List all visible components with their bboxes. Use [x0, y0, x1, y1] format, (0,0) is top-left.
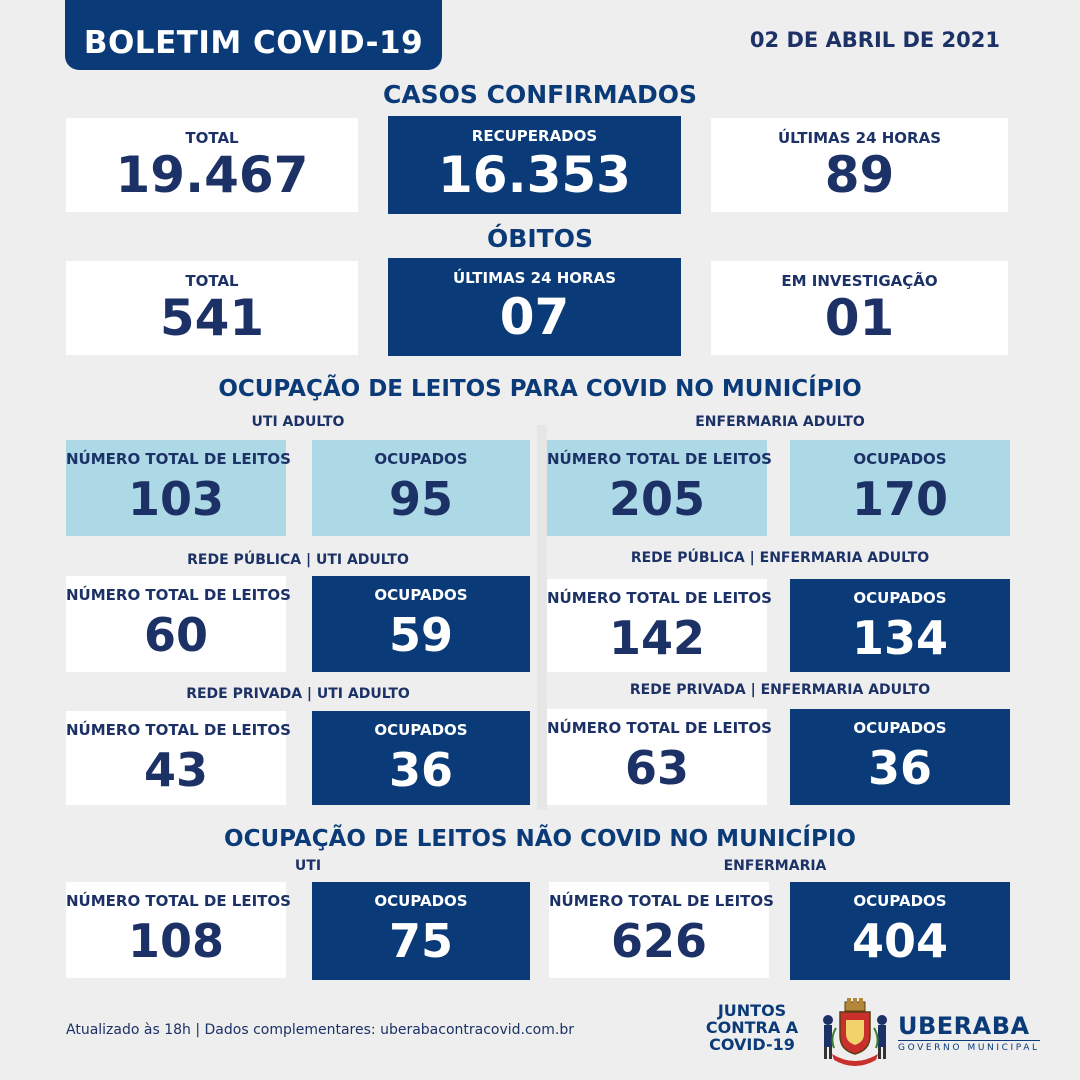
obitos-total-card: TOTAL 541 [66, 261, 358, 355]
campaign-line: COVID-19 [709, 1035, 795, 1054]
card-label: OCUPADOS [853, 589, 947, 607]
pub-uti-total-card: NÚMERO TOTAL DE LEITOS 60 [66, 576, 291, 672]
casos-heading: CASOS CONFIRMADOS [382, 80, 698, 109]
priv-enf-label: REDE PRIVADA | ENFERMARIA ADULTO [629, 682, 931, 698]
card-value: 134 [851, 611, 949, 665]
card-label: NÚMERO TOTAL DE LEITOS [547, 719, 772, 737]
obitos-investigacao-label: EM INVESTIGAÇÃO [781, 272, 938, 290]
card-value: 103 [127, 472, 225, 526]
covid-beds-heading: OCUPAÇÃO DE LEITOS PARA COVID NO MUNICÍP… [218, 376, 862, 402]
card-label: NÚMERO TOTAL DE LEITOS [66, 721, 291, 739]
footer-note: Atualizado às 18h | Dados complementares… [66, 1022, 574, 1038]
uti-total-card: NÚMERO TOTAL DE LEITOS 103 [66, 440, 291, 536]
casos-total-card: TOTAL 19.467 [66, 118, 358, 212]
card-value: 170 [851, 472, 949, 526]
card-label: OCUPADOS [853, 892, 947, 910]
pub-uti-label: REDE PÚBLICA | UTI ADULTO [187, 552, 409, 568]
coat-of-arms-icon [823, 998, 887, 1066]
casos-total-value: 19.467 [115, 146, 309, 204]
uti-adulto-label: UTI ADULTO [251, 414, 345, 430]
priv-uti-total-card: NÚMERO TOTAL DE LEITOS 43 [66, 711, 291, 805]
card-label: NÚMERO TOTAL DE LEITOS [547, 589, 772, 607]
naocovid-heading: OCUPAÇÃO DE LEITOS NÃO COVID NO MUNICÍPI… [224, 826, 856, 852]
obitos-24h-label: ÚLTIMAS 24 HORAS [453, 269, 616, 287]
city-logo-subtitle: GOVERNO MUNICIPAL [898, 1040, 1040, 1053]
pub-enf-label: REDE PÚBLICA | ENFERMARIA ADULTO [630, 550, 930, 566]
card-value: 75 [388, 914, 453, 968]
obitos-investigacao-card: EM INVESTIGAÇÃO 01 [711, 261, 1008, 355]
card-value: 95 [388, 472, 453, 526]
card-label: OCUPADOS [853, 450, 947, 468]
card-label: OCUPADOS [374, 586, 468, 604]
naocovid-enf-ocupados-card: OCUPADOS 404 [790, 882, 1010, 980]
city-logo-text: UBERABA [898, 1012, 1030, 1040]
obitos-heading: ÓBITOS [487, 224, 593, 253]
card-label: NÚMERO TOTAL DE LEITOS [547, 450, 772, 468]
campaign-line: JUNTOS [717, 1001, 787, 1020]
bulletin-date: 02 DE ABRIL DE 2021 [749, 28, 1000, 52]
obitos-total-label: TOTAL [185, 272, 239, 290]
priv-enf-total-card: NÚMERO TOTAL DE LEITOS 63 [547, 709, 772, 805]
priv-uti-label: REDE PRIVADA | UTI ADULTO [186, 686, 410, 702]
naocovid-uti-label: UTI [294, 858, 322, 874]
card-value: 36 [388, 743, 453, 797]
campaign-line: CONTRA A [705, 1018, 799, 1037]
obitos-24h-card: ÚLTIMAS 24 HORAS 07 [388, 258, 681, 356]
card-label: OCUPADOS [374, 721, 468, 739]
card-label: OCUPADOS [374, 892, 468, 910]
card-value: 63 [624, 741, 689, 795]
casos-24h-value: 89 [824, 146, 895, 204]
card-value: 142 [608, 611, 706, 665]
naocovid-enf-label: ENFERMARIA [723, 858, 827, 874]
card-value: 626 [610, 914, 708, 968]
casos-recuperados-card: RECUPERADOS 16.353 [388, 116, 681, 214]
enf-total-card: NÚMERO TOTAL DE LEITOS 205 [547, 440, 772, 536]
priv-enf-ocupados-card: OCUPADOS 36 [790, 709, 1010, 805]
obitos-total-value: 541 [159, 289, 265, 347]
casos-total-label: TOTAL [185, 129, 239, 147]
card-value: 60 [143, 608, 208, 662]
card-value: 43 [143, 743, 208, 797]
card-value: 36 [867, 741, 932, 795]
obitos-investigacao-value: 01 [824, 289, 895, 347]
naocovid-uti-total-card: NÚMERO TOTAL DE LEITOS 108 [66, 882, 291, 978]
card-value: 59 [388, 608, 453, 662]
card-value: 205 [608, 472, 706, 526]
column-divider [537, 425, 547, 810]
casos-recuperados-value: 16.353 [438, 146, 631, 204]
uti-ocupados-card: OCUPADOS 95 [312, 440, 530, 536]
naocovid-uti-ocupados-card: OCUPADOS 75 [312, 882, 530, 980]
card-label: NÚMERO TOTAL DE LEITOS [549, 892, 774, 910]
page-title: BOLETIM COVID-19 [83, 25, 424, 61]
pub-enf-total-card: NÚMERO TOTAL DE LEITOS 142 [547, 579, 772, 672]
priv-uti-ocupados-card: OCUPADOS 36 [312, 711, 530, 805]
obitos-24h-value: 07 [499, 288, 570, 346]
card-label: NÚMERO TOTAL DE LEITOS [66, 450, 291, 468]
campaign-logo: JUNTOS CONTRA A COVID-19 [703, 1002, 801, 1053]
card-value: 404 [851, 914, 949, 968]
casos-24h-card: ÚLTIMAS 24 HORAS 89 [711, 118, 1008, 212]
enfermaria-adulto-label: ENFERMARIA ADULTO [695, 414, 865, 430]
pub-enf-ocupados-card: OCUPADOS 134 [790, 579, 1010, 672]
card-label: OCUPADOS [374, 450, 468, 468]
title-banner: BOLETIM COVID-19 [65, 0, 442, 70]
card-value: 108 [127, 914, 225, 968]
casos-24h-label: ÚLTIMAS 24 HORAS [778, 129, 941, 147]
card-label: OCUPADOS [853, 719, 947, 737]
card-label: NÚMERO TOTAL DE LEITOS [66, 892, 291, 910]
pub-uti-ocupados-card: OCUPADOS 59 [312, 576, 530, 672]
casos-recuperados-label: RECUPERADOS [471, 127, 598, 145]
naocovid-enf-total-card: NÚMERO TOTAL DE LEITOS 626 [549, 882, 774, 978]
enf-ocupados-card: OCUPADOS 170 [790, 440, 1010, 536]
card-label: NÚMERO TOTAL DE LEITOS [66, 586, 291, 604]
